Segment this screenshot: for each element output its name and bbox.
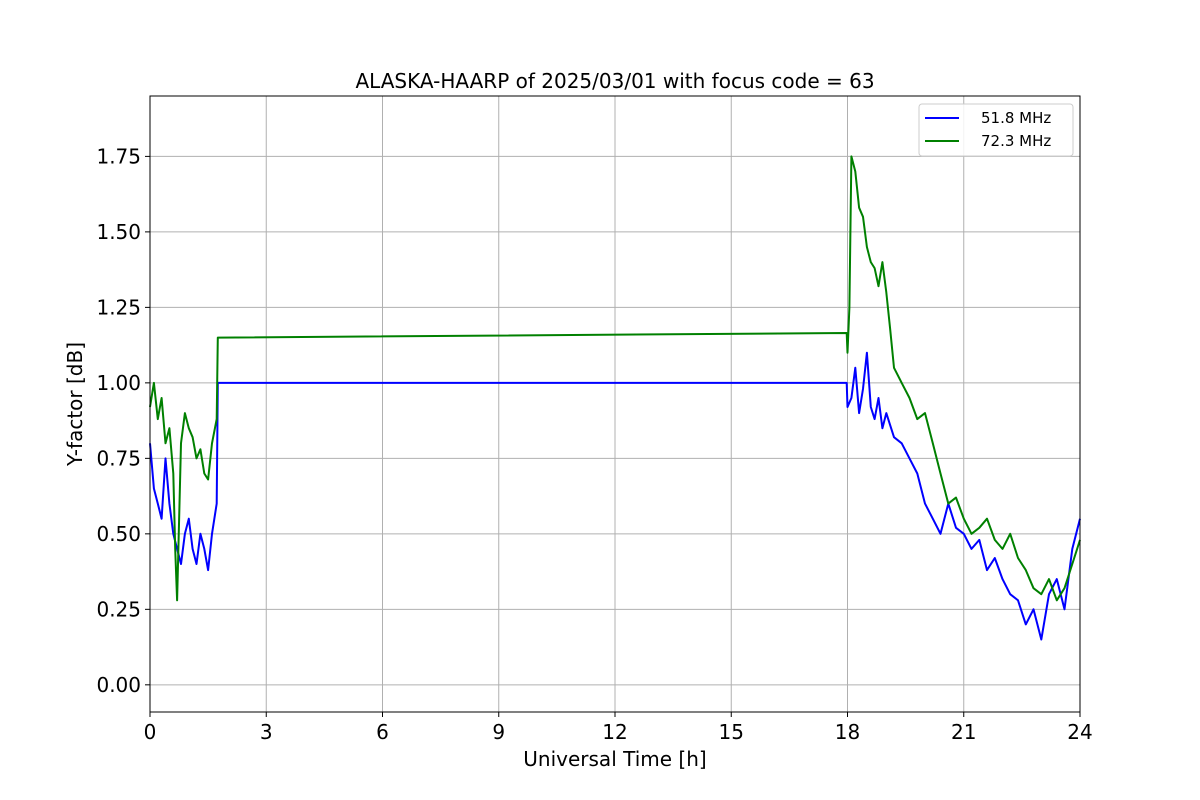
x-tick-label: 12 <box>602 720 627 744</box>
y-tick-label: 0.00 <box>96 673 141 697</box>
x-tick-label: 24 <box>1067 720 1092 744</box>
legend-label: 72.3 MHz <box>981 132 1051 150</box>
chart-title: ALASKA-HAARP of 2025/03/01 with focus co… <box>355 69 874 93</box>
x-tick-label: 15 <box>719 720 744 744</box>
y-axis-ticks: 0.00 0.25 0.50 0.75 1.00 1.25 1.50 1.75 <box>96 144 150 697</box>
x-axis-ticks: 0 3 6 9 12 15 18 21 24 <box>144 712 1093 744</box>
y-tick-label: 1.75 <box>96 144 141 168</box>
y-tick-label: 0.25 <box>96 597 141 621</box>
y-tick-label: 0.50 <box>96 522 141 546</box>
series-line-51-8-mhz <box>149 351 1081 641</box>
series-layer <box>149 155 1081 641</box>
x-axis-label: Universal Time [h] <box>523 747 706 771</box>
y-tick-label: 0.75 <box>96 446 141 470</box>
legend: 51.8 MHz 72.3 MHz <box>918 103 1074 157</box>
y-tick-label: 1.50 <box>96 220 141 244</box>
legend-label: 51.8 MHz <box>981 109 1051 127</box>
y-tick-label: 1.00 <box>96 371 141 395</box>
x-tick-label: 9 <box>492 720 505 744</box>
x-tick-label: 21 <box>951 720 976 744</box>
y-axis-label: Y-factor [dB] <box>63 342 87 467</box>
x-tick-label: 6 <box>376 720 389 744</box>
series-line-72-3-mhz <box>149 155 1081 602</box>
x-tick-label: 18 <box>835 720 860 744</box>
x-tick-label: 3 <box>260 720 273 744</box>
y-tick-label: 1.25 <box>96 295 141 319</box>
x-tick-label: 0 <box>144 720 157 744</box>
